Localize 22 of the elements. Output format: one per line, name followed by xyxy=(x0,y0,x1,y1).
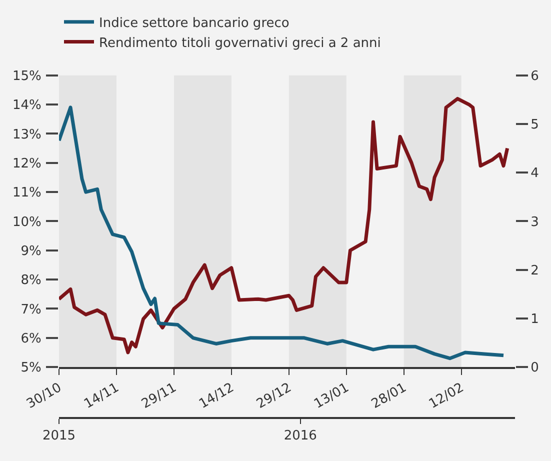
y-tick-label: 11% xyxy=(12,186,42,201)
x2-tick-label: 2016 xyxy=(284,428,317,444)
x2-tick-label: 2015 xyxy=(42,428,76,444)
y-tick-label: 13% xyxy=(12,127,42,142)
y-tick-label: 12% xyxy=(12,156,42,172)
y-tick-label: 9% xyxy=(20,244,42,259)
y2-tick-label: 4 xyxy=(530,166,539,182)
y2-tick-label: 6 xyxy=(530,68,539,84)
y-tick-label: 10% xyxy=(12,214,42,230)
y2-tick-label: 1 xyxy=(530,312,539,328)
y2-tick-label: 3 xyxy=(530,214,539,230)
y-tick-label: 14% xyxy=(12,98,42,114)
y-tick-label: 7% xyxy=(20,302,42,318)
y2-tick-label: 2 xyxy=(530,263,539,278)
y-tick-label: 15% xyxy=(12,68,42,84)
y-tick-label: 6% xyxy=(20,331,42,346)
y2-tick-label: 5 xyxy=(530,118,539,133)
legend-label: Indice settore bancario greco xyxy=(99,16,290,31)
legend-label: Rendimento titoli governativi greci a 2 anni xyxy=(99,36,381,51)
y2-tick-label: 0 xyxy=(530,360,539,376)
y-tick-label: 5% xyxy=(20,360,42,376)
y-tick-label: 8% xyxy=(20,273,42,288)
